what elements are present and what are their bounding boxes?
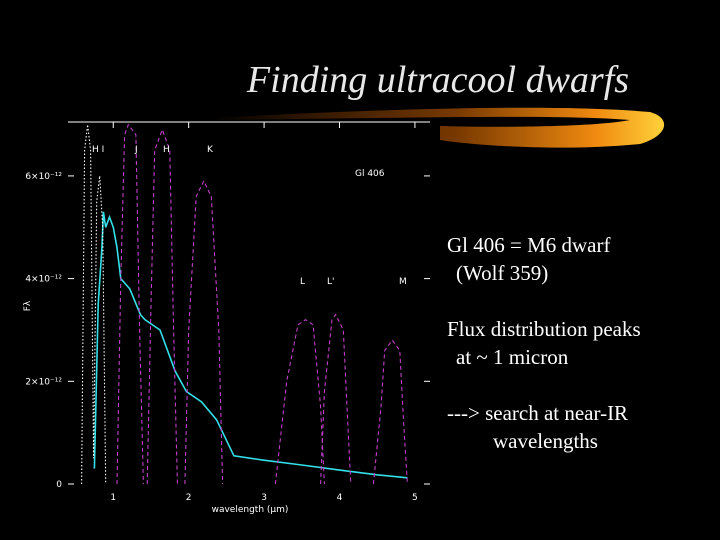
series-label: L': [327, 277, 335, 287]
series-label: M: [399, 277, 407, 287]
y-tick-label: 4×10⁻¹²: [25, 275, 62, 285]
bullets: Gl 406 = M6 dwarf (Wolf 359) Flux distri…: [447, 233, 641, 453]
series-line: [116, 123, 144, 485]
x-tick-label: 2: [186, 493, 192, 503]
x-tick-label: 4: [337, 493, 343, 503]
x-tick-label: 5: [412, 493, 418, 503]
bullet-line: wavelengths: [493, 429, 598, 453]
title-swoosh: [210, 107, 665, 148]
bullet-line: Gl 406 = M6 dwarf: [447, 233, 611, 257]
x-axis-label: wavelength (μm): [212, 505, 289, 515]
bullet-line: Flux distribution peaks: [447, 317, 641, 341]
series-label: J: [134, 145, 138, 155]
y-tick-label: 2×10⁻¹²: [25, 377, 62, 387]
x-tick-label: 1: [110, 493, 116, 503]
slide-title: Finding ultracool dwarfs: [246, 59, 629, 101]
series-label: H: [163, 145, 170, 155]
series-label: L: [300, 277, 305, 287]
y-tick-label: 6×10⁻¹²: [25, 172, 62, 182]
series-line: [146, 128, 178, 485]
series-label: K: [207, 145, 214, 155]
bullet-line: (Wolf 359): [456, 261, 548, 285]
series-label: H I: [92, 145, 104, 155]
bullet-line: at ~ 1 micron: [456, 345, 569, 369]
series-line: [93, 211, 408, 479]
bullet-line: ---> search at near-IR: [447, 401, 628, 425]
y-tick-label: 0: [56, 480, 62, 490]
series-label: Gl 406: [355, 169, 385, 179]
y-axis-label: Fλ: [23, 300, 33, 311]
series-line: [320, 313, 352, 485]
series-line: [372, 339, 408, 485]
series-line: [81, 124, 107, 485]
x-tick-label: 3: [261, 493, 267, 503]
series-line: [184, 179, 224, 485]
series-line: [274, 319, 325, 485]
